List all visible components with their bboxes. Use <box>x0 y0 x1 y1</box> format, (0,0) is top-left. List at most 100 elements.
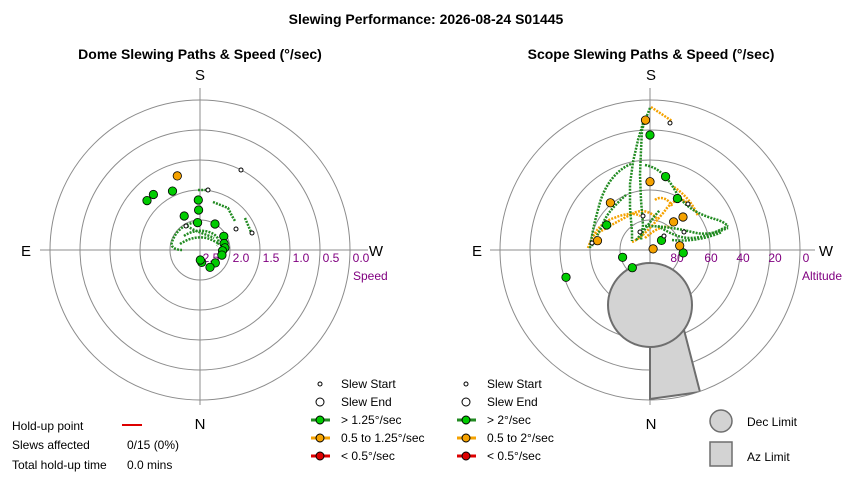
scope-slew-marker <box>645 177 655 187</box>
scope-slew-marker <box>675 241 685 251</box>
scope-compass-w: W <box>819 243 834 260</box>
scope-slew-marker <box>617 252 628 262</box>
dome-slew-endpoints <box>183 167 255 236</box>
legend-mid: 0.5 to 1.25°/sec <box>341 431 425 445</box>
scope-slew-marker <box>602 220 612 230</box>
scope-slew-endpoints <box>589 120 691 246</box>
scope-ring-label: 40 <box>736 251 750 265</box>
legend-slow: < 0.5°/sec <box>341 449 395 463</box>
scope-axis-name: Altitude <box>802 269 842 283</box>
scope-compass-e: E <box>472 243 482 260</box>
legend-dec-limit: Dec Limit <box>747 415 798 429</box>
dome-slew-marker <box>217 250 227 260</box>
dome-compass-w: W <box>369 243 384 260</box>
scope-slew-end-marker <box>681 229 687 235</box>
slew-end-marker-icon <box>315 397 325 407</box>
dome-path <box>243 217 253 233</box>
dome-axis-name: Speed <box>353 269 388 283</box>
slews-affected-value: 0/15 (0%) <box>127 438 179 452</box>
dome-slew-marker <box>195 255 205 265</box>
legend-slew-end: Slew End <box>487 395 538 409</box>
dome-path <box>212 200 237 222</box>
dome-path <box>170 220 202 252</box>
dome-slew-marker <box>193 195 203 205</box>
holdup-point-label: Hold-up point <box>12 419 84 433</box>
dome-ring-label: 2.0 <box>233 251 250 265</box>
legend-mid: 0.5 to 2°/sec <box>487 431 554 445</box>
scope-slew-marker <box>627 263 637 273</box>
dome-polar-grid <box>40 88 368 405</box>
legend-fast: > 2°/sec <box>487 413 531 427</box>
dome-slew-end-marker <box>249 230 255 236</box>
legend-slew-start: Slew Start <box>341 377 396 391</box>
report-title: Slewing Performance: 2026-08-24 S01445 <box>289 11 564 27</box>
legend-fast: > 1.25°/sec <box>341 413 402 427</box>
scope-slew-end-marker <box>661 233 667 239</box>
scope-path <box>654 196 674 207</box>
legend-slow: < 0.5°/sec <box>487 449 541 463</box>
scope-ring-labels: 80 60 40 20 0 Altitude <box>670 251 842 283</box>
dome-slew-end-marker <box>233 226 239 232</box>
scope-slew-marker <box>648 244 658 254</box>
dome-panel: Dome Slewing Paths & Speed (°/sec) S N E… <box>21 46 425 463</box>
scope-ring-label: 0 <box>803 251 810 265</box>
scope-path <box>644 224 729 235</box>
slew-start-marker-icon <box>463 381 469 387</box>
scope-path <box>631 198 689 244</box>
scope-slew-end-marker <box>685 201 691 207</box>
scope-compass-s: S <box>646 67 656 84</box>
scope-slew-marker <box>561 272 571 282</box>
total-holdup-label: Total hold-up time <box>12 458 107 472</box>
dec-limit-zone <box>607 262 693 348</box>
az-limit-icon <box>709 441 733 467</box>
scope-ring-label: 60 <box>704 251 718 265</box>
dome-slew-marker <box>172 171 182 181</box>
dome-chart-title: Dome Slewing Paths & Speed (°/sec) <box>78 46 322 62</box>
scope-slew-marker <box>668 217 679 227</box>
dome-ring-label: 1.5 <box>263 251 280 265</box>
dome-legend: Slew Start Slew End > 1.25°/sec 0.5 to 1… <box>311 377 425 463</box>
dome-compass-e: E <box>21 243 31 260</box>
dome-slew-marker <box>142 196 152 206</box>
slew-end-marker-icon <box>461 397 471 407</box>
scope-slew-end-marker <box>589 240 595 246</box>
scope-slew-marker <box>660 172 671 182</box>
scope-slew-marker <box>645 130 655 140</box>
dome-compass-s: S <box>195 67 205 84</box>
dome-slew-end-marker <box>183 223 189 229</box>
dome-slew-marker <box>179 211 189 221</box>
dome-ring-labels: 2.5 2.0 1.5 1.0 0.5 0.0 Speed <box>203 251 388 283</box>
dome-slew-points <box>142 171 230 272</box>
scope-slew-end-marker <box>640 213 646 219</box>
scope-path <box>671 230 723 242</box>
scope-slew-end-marker <box>667 120 673 126</box>
scope-slew-end-marker <box>637 229 643 235</box>
dome-compass-n: N <box>195 416 206 433</box>
scope-path <box>650 105 673 123</box>
dome-path <box>179 236 219 246</box>
scope-slew-marker <box>678 212 688 222</box>
scope-slew-marker <box>672 193 683 204</box>
dome-ring-label: 1.0 <box>293 251 310 265</box>
dec-limit-icon <box>709 409 733 433</box>
dome-slew-marker <box>194 205 204 215</box>
dome-slew-end-marker <box>205 187 211 193</box>
fast-marker-icon <box>315 415 325 425</box>
dome-slew-marker <box>148 189 158 200</box>
mid-marker-icon <box>315 433 325 443</box>
total-holdup-value: 0.0 mins <box>127 458 172 472</box>
scope-slew-points <box>561 115 688 282</box>
scope-path <box>588 162 632 249</box>
scope-path <box>628 119 646 241</box>
scope-legend: Slew Start Slew End > 2°/sec 0.5 to 2°/s… <box>457 377 798 467</box>
dome-slew-marker <box>193 218 203 228</box>
scope-chart-title: Scope Slewing Paths & Speed (°/sec) <box>528 46 775 62</box>
scope-ring-label: 20 <box>768 251 782 265</box>
dome-slew-marker <box>205 262 215 272</box>
scope-panel: Scope Slewing Paths & Speed (°/sec) S N … <box>457 46 842 467</box>
scope-slew-marker <box>605 198 616 208</box>
legend-az-limit: Az Limit <box>747 450 790 464</box>
scope-slew-marker <box>640 115 651 125</box>
